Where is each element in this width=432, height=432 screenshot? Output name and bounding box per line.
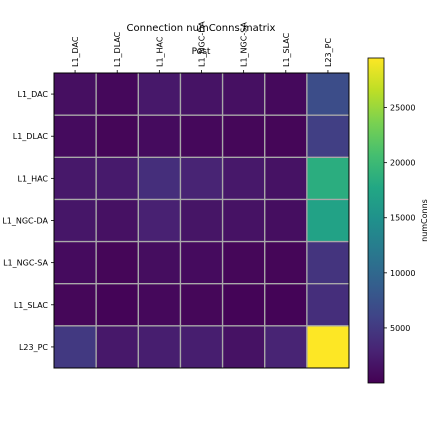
heatmap-cell [96,115,139,158]
y-tick-label: L1_DLAC [13,132,49,141]
heatmap-cell [96,283,139,327]
y-tick-label: L23_PC [19,343,48,352]
heatmap-cell [180,199,223,242]
heatmap-cell [264,199,308,242]
heatmap-cells [54,73,350,369]
y-tick-label: L1_SLAC [14,301,49,310]
heatmap-cell [96,199,139,242]
heatmap-cell [222,73,266,116]
heatmap-cell [306,157,350,200]
heatmap-cell [180,241,223,285]
heatmap-cell [54,325,97,369]
heatmap-cell [222,157,266,200]
x-tick-label: L23_PC [324,38,333,67]
heatmap-cell [222,115,266,158]
heatmap-cell [54,199,97,242]
heatmap-cell [264,325,308,369]
y-tick-label: L1_DAC [18,90,49,99]
heatmap-cell [96,157,139,200]
heatmap-cell [264,241,308,285]
colorbar-tick-label: 25000 [390,104,415,113]
heatmap-cell [306,115,350,158]
colorbar-label: numConns [420,199,429,242]
colorbar-tick-label: 15000 [390,214,415,223]
x-tick-labels: L1_DAC L1_DLAC L1_HAC L1_NGC-DA L1_NGC-SA L1_… [71,21,333,73]
x-tick-label: L1_DAC [71,36,80,67]
heatmap-cell [54,73,97,116]
x-tick-label: L1_NGC-DA [198,21,207,67]
heatmap-cell [222,241,266,285]
heatmap-grid [54,73,349,368]
heatmap-cell [180,115,223,158]
heatmap-cell [138,115,181,158]
x-axis-label: Post [192,47,211,57]
heatmap-cell [306,73,350,116]
heatmap-cell [96,73,139,116]
chart-title: Connection numConns matrix [127,23,276,34]
heatmap-cell [306,241,350,285]
heatmap-cell [264,73,308,116]
heatmap-cell [138,199,181,242]
heatmap-cell [306,199,350,242]
heatmap-cell [180,283,223,327]
heatmap-cell [138,241,181,285]
heatmap-cell [222,283,266,327]
colorbar: 5000 10000 15000 20000 25000 [367,57,415,384]
heatmap-cell [264,283,308,327]
heatmap-cell [222,325,266,369]
heatmap-cell [180,325,223,369]
heatmap-cell [264,115,308,158]
heatmap-cell [306,283,350,327]
heatmap-cell [138,325,181,369]
heatmap-cell [138,73,181,116]
heatmap-cell [54,241,97,285]
heatmap-cell [54,157,97,200]
heatmap-cell [264,157,308,200]
y-tick-label: L1_HAC [18,174,49,183]
heatmap-cell [222,199,266,242]
heatmap-cell [96,241,139,285]
y-tick-labels: L1_DAC L1_DLAC L1_HAC L1_NGC-DA L1_NGC-SA L1_… [2,90,54,352]
heatmap-cell [96,325,139,369]
x-tick-label: L1_SLAC [282,32,291,67]
x-tick-label: L1_HAC [155,36,164,67]
heatmap-cell [138,157,181,200]
heatmap-cell [306,325,350,369]
colorbar-tick-label: 5000 [390,324,410,333]
x-tick-label: L1_DLAC [113,31,122,67]
heatmap-cell [180,157,223,200]
heatmap-cell [54,115,97,158]
y-tick-label: L1_NGC-DA [2,217,48,226]
x-tick-label: L1_NGC-SA [240,22,249,67]
heatmap-cell [180,73,223,116]
colorbar-bar [367,57,385,384]
y-tick-label: L1_NGC-SA [3,259,48,268]
colorbar-tick-label: 20000 [390,159,415,168]
heatmap-cell [138,283,181,327]
colorbar-tick-label: 10000 [390,269,415,278]
heatmap-cell [54,283,97,327]
